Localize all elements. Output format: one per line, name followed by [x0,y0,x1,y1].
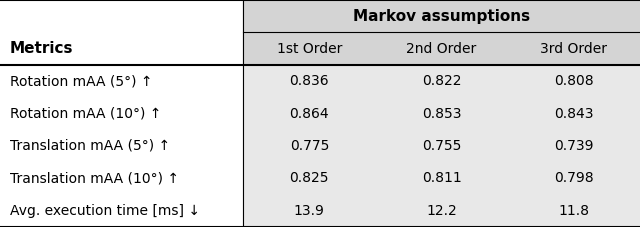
Text: Rotation mAA (5°) ↑: Rotation mAA (5°) ↑ [10,74,152,88]
Text: 0.755: 0.755 [422,139,461,153]
Text: Avg. execution time [ms] ↓: Avg. execution time [ms] ↓ [10,204,200,218]
Text: 1st Order: 1st Order [276,42,342,56]
Text: 3rd Order: 3rd Order [540,42,607,56]
Text: 13.9: 13.9 [294,204,324,218]
Text: 0.739: 0.739 [554,139,594,153]
Text: 0.843: 0.843 [554,106,594,121]
Text: 0.822: 0.822 [422,74,461,88]
Text: 0.825: 0.825 [289,171,329,185]
Text: Metrics: Metrics [10,41,73,56]
Text: Translation mAA (10°) ↑: Translation mAA (10°) ↑ [10,171,179,185]
Text: 0.775: 0.775 [290,139,329,153]
Text: 0.836: 0.836 [289,74,329,88]
Text: 12.2: 12.2 [426,204,457,218]
Text: Rotation mAA (10°) ↑: Rotation mAA (10°) ↑ [10,106,161,121]
Text: 11.8: 11.8 [558,204,589,218]
Text: 0.864: 0.864 [289,106,329,121]
Text: 0.798: 0.798 [554,171,594,185]
Text: 0.811: 0.811 [422,171,461,185]
Text: 2nd Order: 2nd Order [406,42,477,56]
Text: Translation mAA (5°) ↑: Translation mAA (5°) ↑ [10,139,170,153]
Text: Markov assumptions: Markov assumptions [353,9,530,24]
Text: 0.808: 0.808 [554,74,594,88]
Text: 0.853: 0.853 [422,106,461,121]
